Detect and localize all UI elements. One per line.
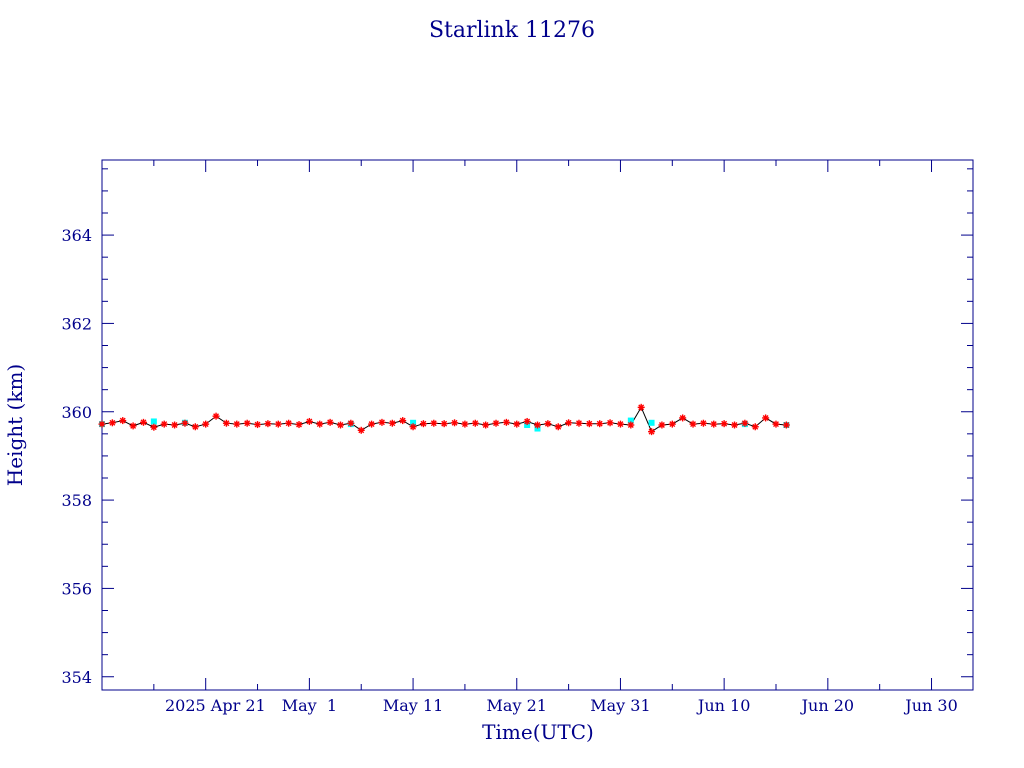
measured-point [368,420,376,428]
fitted-point [648,419,655,426]
x-tick-label: Jun 30 [903,696,957,715]
measured-point [139,418,147,426]
measured-point [440,420,448,428]
measured-point [534,421,541,429]
measured-point [171,421,179,429]
fitted-point [524,422,531,428]
measured-point [502,418,510,426]
x-tick-label: May 21 [487,696,547,715]
measured-point [544,420,552,428]
x-tick-label: Jun 20 [800,696,854,715]
x-tick-label: Jun 10 [696,696,750,715]
x-tick-label: May 1 [282,696,337,715]
measured-point [430,419,438,427]
y-tick-label: 356 [61,579,92,598]
x-axis-label: Time(UTC) [482,720,594,744]
measured-point [98,420,106,428]
measured-point [233,420,241,428]
measured-point [699,419,707,427]
measured-point [222,419,230,427]
measured-point [264,420,272,428]
measured-point [388,419,396,427]
measured-point [129,422,137,430]
y-axis-label: Height (km) [3,364,27,486]
measured-point [409,423,417,431]
measured-point [119,417,127,425]
measured-point [419,420,427,428]
x-axis: 2025 Apr 21 May 1 May 11 May 21 May 31 Jun 10… [101,160,958,715]
measured-point [357,426,365,434]
measured-point [191,423,199,431]
measured-point [295,421,303,429]
measured-point [108,419,116,427]
measured-point [575,419,583,427]
measured-point [274,420,282,428]
measured-point [451,419,459,427]
measured-point [399,417,407,425]
measured-point [689,420,697,428]
measured-point [326,418,334,426]
measured-point [782,421,790,429]
measured-point [720,420,728,428]
fitted-point [534,425,541,432]
measured-point [513,420,521,428]
measured-point [202,420,210,428]
y-tick-label: 354 [61,668,92,687]
measured-point [482,421,490,429]
measured-point [492,419,500,427]
measured-point [554,423,562,431]
fitted-point [627,417,634,424]
measured-point [347,419,355,427]
measured-point [658,421,666,429]
measured-point [751,423,759,431]
series-measured [98,403,790,436]
measured-point [710,420,718,428]
measured-point [212,412,220,420]
measured-point [627,421,635,429]
measured-point [243,419,251,427]
measured-point [523,417,531,425]
measured-point [637,403,645,411]
measured-point [679,414,687,422]
measured-point [150,423,158,431]
measured-point [596,420,604,428]
x-tick-label: 2025 Apr 21 [165,696,266,715]
measured-point [285,419,293,427]
y-tick-label: 358 [61,491,92,510]
measured-point [648,428,656,436]
measured-point [731,421,739,429]
measured-point [616,420,624,428]
chart-title: Starlink 11276 [429,18,595,43]
fitted-point [410,419,417,426]
measured-point [461,420,469,428]
measured-point [741,419,749,427]
y-tick-label: 364 [61,226,92,245]
measured-point [305,417,313,425]
measured-point [336,421,344,429]
y-axis: 354 356 358 360 362 364 [61,168,973,687]
measured-point [160,420,168,428]
measured-point [316,420,324,428]
measured-point [585,420,593,428]
measured-point [772,420,780,428]
measured-point [606,419,614,427]
y-tick-label: 362 [61,314,92,333]
measured-point [668,420,676,428]
x-tick-label: May 31 [590,696,650,715]
measured-point [254,421,262,429]
x-tick-label: May 11 [383,696,443,715]
measured-point [181,419,189,427]
measured-point [378,418,386,426]
y-tick-label: 360 [61,403,92,422]
measured-point [471,419,479,427]
measured-point [762,414,770,422]
fitted-point [150,418,157,425]
measured-point [565,419,573,427]
